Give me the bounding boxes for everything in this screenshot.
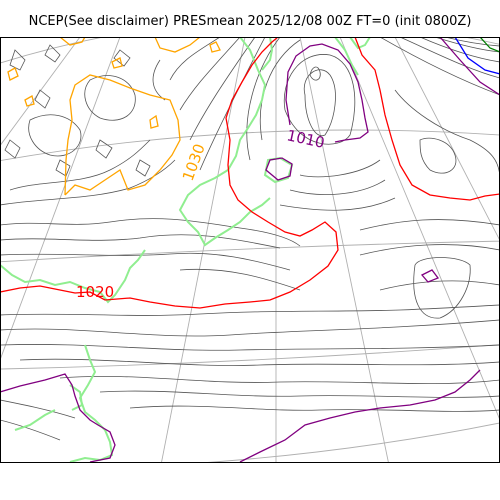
contour-label-1030: 1030 xyxy=(179,141,209,183)
isobars-deep-low xyxy=(454,37,499,75)
isobars xyxy=(1,37,499,441)
coastline xyxy=(1,37,371,462)
contour-labels: 1030 1010 1020 xyxy=(76,126,326,301)
graticule xyxy=(1,37,499,462)
isobar-1020 xyxy=(1,37,499,309)
isobar-1010 xyxy=(1,37,499,462)
contour-label-1020: 1020 xyxy=(76,283,114,301)
map-title: NCEP(See disclaimer) PRESmean 2025/12/08… xyxy=(28,14,472,29)
isobar-1030 xyxy=(7,37,221,196)
